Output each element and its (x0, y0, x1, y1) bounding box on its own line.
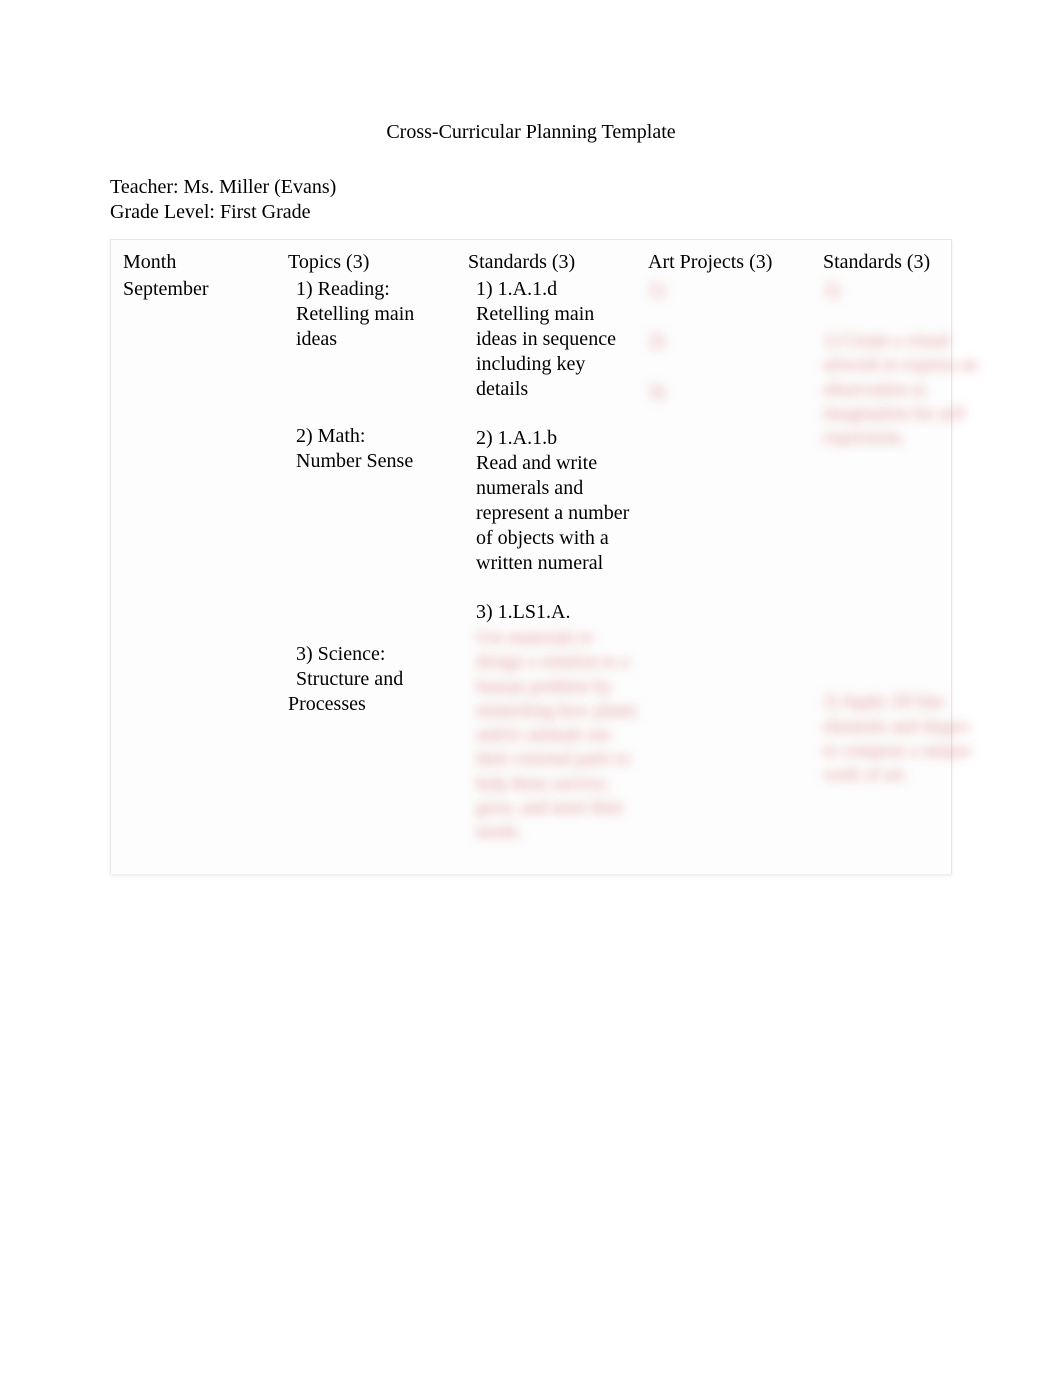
col-topics: Topics (3) 1) Reading: Retelling main id… (284, 250, 464, 844)
header-standards-b: Standards (3) (823, 250, 985, 275)
topic-1-body: Retelling main ideas (288, 302, 460, 352)
month-value: September (123, 277, 280, 302)
topic-3-body-1: Structure and (288, 667, 460, 692)
art-1: 1) (648, 277, 815, 304)
header-month: Month (123, 250, 280, 275)
topic-3-body-2: Processes (288, 692, 460, 717)
header-art: Art Projects (3) (648, 250, 815, 275)
header-topics: Topics (3) (288, 250, 460, 275)
standard-b1: 1) (823, 277, 985, 304)
standard-a3-body-blur: Use materials to design a solution to a … (468, 625, 640, 844)
topic-2-number: 2) Math: (288, 424, 460, 449)
grade-line: Grade Level: First Grade (110, 200, 952, 225)
standard-b-block-1: 1) Create a visual artwork to express an… (823, 328, 985, 449)
col-standards-b: Standards (3) 1) 1) Create a visual artw… (819, 250, 989, 844)
topic-1-number: 1) Reading: (288, 277, 460, 302)
standard-a2-number: 2) 1.A.1.b (468, 426, 640, 451)
col-art: Art Projects (3) 1) 2) 3) (644, 250, 819, 844)
art-2: 2) (648, 328, 815, 355)
standard-a3-number: 3) 1.LS1.A. (468, 600, 640, 625)
page-title: Cross-Curricular Planning Template (110, 120, 952, 145)
header-standards-a: Standards (3) (468, 250, 640, 275)
topic-2-body: Number Sense (288, 449, 460, 474)
standard-a1-body: Retelling main ideas in sequence includi… (468, 302, 640, 402)
standard-a1-number: 1) 1.A.1.d (468, 277, 640, 302)
teacher-info: Teacher: Ms. Miller (Evans) Grade Level:… (110, 175, 952, 225)
art-3: 3) (648, 379, 815, 406)
topic-3-number: 3) Science: (288, 642, 460, 667)
col-standards-a: Standards (3) 1) 1.A.1.d Retelling main … (464, 250, 644, 844)
standard-a2-body: Read and write numerals and represent a … (468, 451, 640, 576)
planning-table: Month September Topics (3) 1) Reading: R… (110, 239, 952, 874)
col-month: Month September (119, 250, 284, 844)
teacher-line: Teacher: Ms. Miller (Evans) (110, 175, 952, 200)
standard-b-block-2: 2) Apply 2D line elements and shapes to … (823, 689, 985, 786)
